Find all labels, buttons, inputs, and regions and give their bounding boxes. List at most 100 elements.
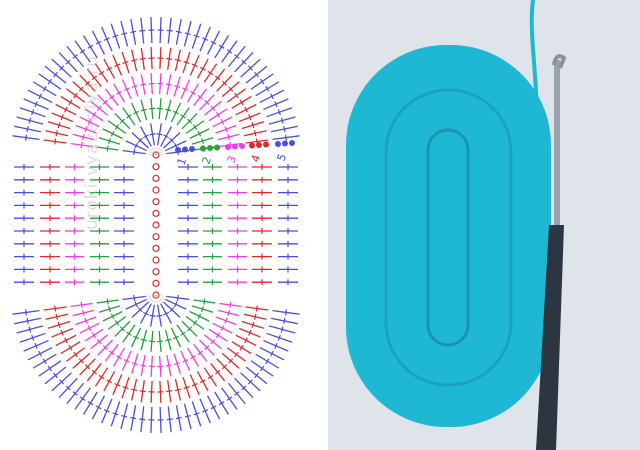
stitch-crossbar: [183, 386, 190, 390]
turning-chain-dot: [249, 142, 255, 149]
stitch-crossbar: [269, 350, 274, 357]
stitch-crossbar: [82, 309, 85, 317]
stitch-crossbar: [80, 141, 83, 149]
stitch-crossbar: [112, 34, 119, 38]
crochet-oval: [346, 45, 551, 427]
stitch-crossbar: [169, 137, 175, 143]
stitch-crossbar: [283, 317, 286, 325]
turning-chain-dot: [189, 146, 195, 152]
stitch-crossbar: [210, 40, 217, 45]
stitch-crossbar: [280, 326, 284, 333]
stitch-crossbar: [59, 65, 65, 71]
chain-stitch: [152, 279, 160, 287]
stitch-crossbar: [34, 342, 38, 349]
stitch-crossbar: [239, 99, 244, 106]
stitch-crossbar: [116, 355, 122, 360]
chain-stitch: [152, 244, 160, 252]
stitch-crossbar: [190, 355, 196, 360]
stitch-crossbar: [283, 125, 286, 133]
stitch-crossbar: [277, 334, 281, 341]
stitch-crossbar: [207, 70, 214, 76]
round-number-label: 5: [275, 152, 290, 163]
stitch-crossbar: [106, 145, 109, 152]
stitch-crossbar: [254, 372, 259, 379]
stitch-crossbar: [148, 340, 155, 343]
stitch-crossbar: [112, 412, 119, 416]
stitch-crossbar: [204, 345, 210, 351]
stitch-crossbar: [187, 326, 193, 332]
stitch-crossbar: [78, 86, 84, 92]
stitch-crossbar: [123, 359, 130, 363]
stitch-crossbar: [95, 40, 102, 45]
stitch-crossbar: [25, 309, 28, 316]
stitch-crossbar: [84, 80, 91, 86]
stitch-crossbar: [174, 362, 181, 366]
stitch-crossbar: [102, 345, 108, 351]
stitch-crossbar: [55, 130, 58, 137]
stitch-crossbar: [78, 358, 84, 364]
stitch-crossbar: [103, 409, 110, 413]
chain-stitch: [152, 268, 160, 276]
stitch-crossbar: [165, 338, 172, 342]
stitch-crossbar: [84, 364, 91, 370]
stitch-crossbar: [214, 369, 221, 375]
stitch-crossbar: [221, 80, 228, 86]
stitch-crossbar: [102, 99, 108, 105]
stitch-crossbar: [53, 71, 58, 78]
stitch-crossbar: [247, 65, 253, 71]
stitch-crossbar: [190, 90, 196, 95]
stitch-crossbar: [174, 84, 181, 88]
stitch-crossbar: [199, 379, 206, 384]
stitch-crossbar: [284, 309, 287, 316]
stitch-crossbar: [122, 386, 129, 390]
stitch-crossbar: [201, 137, 204, 144]
stitch-crossbar: [241, 385, 247, 391]
turning-chain-dot: [239, 143, 245, 149]
stitch-crossbar: [265, 358, 270, 365]
stitch-crossbar: [157, 340, 164, 343]
stitch-crossbar: [68, 344, 73, 351]
stitch-crossbar: [156, 314, 163, 317]
stitch-crossbar: [172, 110, 179, 115]
stitch-crossbar: [149, 133, 156, 136]
stitch-crossbar: [114, 124, 120, 130]
stitch-crossbar: [202, 37, 209, 41]
stitch-crossbar: [165, 108, 172, 112]
stitch-crossbar: [84, 126, 88, 133]
stitch-crossbar: [218, 44, 225, 49]
stitch-crossbar: [174, 59, 181, 62]
stitch-crossbar: [193, 412, 200, 416]
oval-inner-ring: [384, 88, 513, 387]
stitch-crossbar: [182, 359, 189, 363]
turning-chain-dot: [214, 144, 220, 151]
stitch-crossbar: [42, 358, 47, 365]
turning-chain-dot: [225, 144, 231, 150]
stitch-crossbar: [121, 32, 128, 36]
stitch-crossbar: [47, 78, 53, 85]
stitch-crossbar: [202, 409, 209, 413]
stitch-crossbar: [197, 130, 202, 137]
stitch-crossbar: [277, 109, 281, 116]
stitch-crossbar: [234, 351, 239, 358]
stitch-crossbar: [166, 29, 173, 32]
stitch-crossbar: [54, 138, 57, 145]
turning-chain-dot: [289, 140, 295, 146]
stitch-crossbar: [251, 321, 255, 328]
stitch-crossbar: [280, 117, 284, 124]
stitch-crossbar: [28, 326, 32, 333]
stitch-crossbar: [123, 87, 130, 91]
stitch-crossbar: [180, 331, 186, 336]
turning-chain-dot: [182, 146, 188, 153]
stitch-crossbar: [137, 307, 143, 313]
crochet-photo: [328, 0, 640, 450]
stitch-crossbar: [130, 30, 137, 34]
chain-stitch: [152, 233, 160, 241]
stitch-crossbar: [244, 337, 248, 344]
stitch-crossbar: [109, 350, 115, 356]
stitch-crossbar: [28, 117, 32, 124]
stitch-crossbar: [73, 92, 78, 99]
stitch-crossbar: [239, 344, 244, 351]
oval-center: [426, 128, 470, 347]
stitch-crossbar: [234, 92, 239, 99]
stitch-crossbar: [134, 142, 139, 149]
